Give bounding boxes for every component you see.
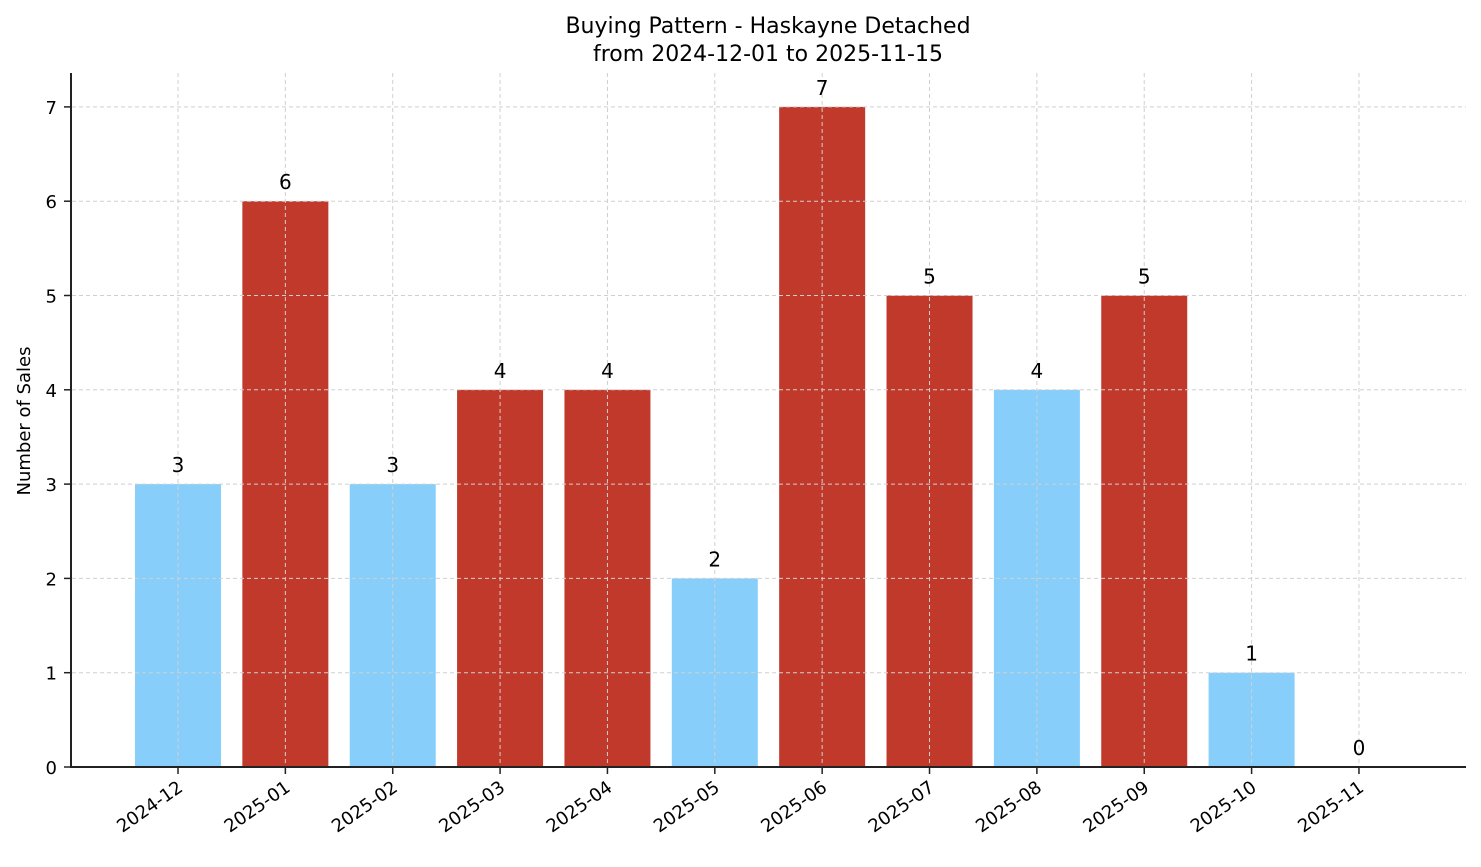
y-tick-label: 2 [46, 569, 57, 590]
y-tick-label: 5 [46, 287, 57, 308]
y-tick-label: 0 [46, 758, 57, 779]
x-tick-label: 2025-08 [972, 777, 1046, 837]
x-tick-label: 2025-01 [221, 777, 295, 837]
bar-value-label: 3 [386, 453, 399, 477]
x-tick-label: 2025-09 [1079, 777, 1153, 837]
x-tick-label: 2025-10 [1187, 777, 1261, 837]
bar-value-label: 1 [1245, 642, 1258, 666]
bar-value-label: 2 [708, 547, 721, 571]
data-labels: 3 6 3 4 4 2 7 5 4 5 1 0 [172, 76, 1366, 760]
y-tick-label: 4 [46, 381, 57, 402]
bar-value-label: 5 [1138, 265, 1151, 289]
y-tick-label: 3 [46, 475, 57, 496]
x-tick-label: 2025-07 [865, 777, 939, 837]
bar-value-label: 4 [601, 359, 614, 383]
bar-value-label: 3 [172, 453, 185, 477]
x-tick-label: 2025-05 [650, 777, 724, 837]
bar-value-label: 4 [494, 359, 507, 383]
bar-value-label: 7 [816, 76, 829, 100]
x-axis-ticks: 2024-12 2025-01 2025-02 2025-03 2025-04 2025-… [113, 767, 1368, 837]
bars-group [135, 106, 1295, 767]
x-tick-label: 2025-06 [757, 777, 831, 837]
y-tick-label: 6 [46, 192, 57, 213]
y-axis-ticks: 0 1 2 3 4 5 6 7 [46, 98, 71, 779]
chart-subtitle: from 2024-12-01 to 2025-11-15 [593, 42, 943, 67]
y-tick-label: 7 [46, 98, 57, 119]
x-tick-label: 2024-12 [113, 777, 187, 837]
chart-title: Buying Pattern - Haskayne Detached [565, 14, 970, 39]
bar-value-label: 5 [923, 265, 936, 289]
bar-value-label: 6 [279, 170, 292, 194]
bar-value-label: 0 [1353, 736, 1366, 760]
x-tick-label: 2025-02 [328, 777, 402, 837]
x-tick-label: 2025-11 [1294, 777, 1368, 837]
x-tick-label: 2025-03 [435, 777, 509, 837]
y-tick-label: 1 [46, 664, 57, 685]
bar-2025-05 [671, 578, 758, 767]
gridlines [72, 73, 1466, 767]
x-tick-label: 2025-04 [543, 777, 617, 837]
y-axis-label: Number of Sales [14, 346, 35, 495]
bar-2025-06 [779, 106, 866, 767]
bar-value-label: 4 [1031, 359, 1044, 383]
